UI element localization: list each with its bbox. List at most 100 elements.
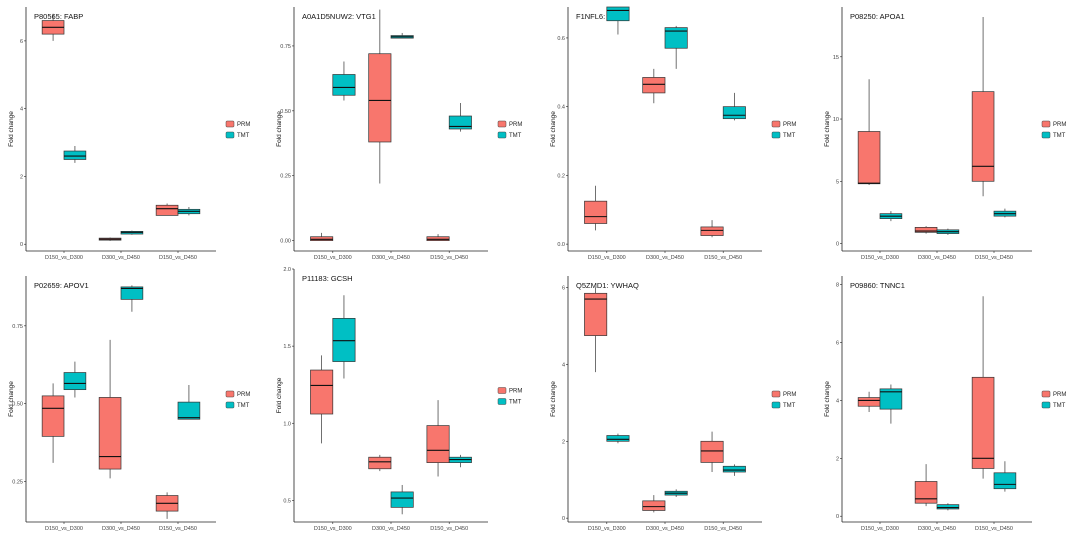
box-tmt: [722, 106, 746, 120]
x-tick-label: D150_vs_D450: [430, 526, 468, 532]
panel-apoa1: P08250: APOA1 Fold change 0 5 10 15 D150_vs_D3…: [822, 3, 1080, 265]
y-axis-label: Fold change: [550, 111, 557, 147]
y-axis-label: Fold change: [8, 111, 15, 147]
panel-ywhaq: Q5ZMD1: YWHAQ Fold change 0 2 4 6 D150_vs_D300…: [548, 272, 810, 536]
y-tick-label: 0.5: [283, 498, 291, 504]
box-tmt: [177, 401, 201, 420]
y-tick-label: 2: [562, 439, 565, 445]
panel-title: P80565: FABP: [34, 12, 83, 21]
x-tick-label: D150_vs_D450: [704, 526, 742, 532]
legend-label-prm: PRM: [783, 392, 796, 398]
box-prm: [98, 397, 122, 470]
y-tick-label: 0.00: [280, 239, 291, 245]
x-tick-label: D150_vs_D450: [975, 526, 1013, 532]
y-tick-label: 5: [836, 179, 839, 185]
legend-key-prm: [497, 120, 507, 128]
x-tick-label: D150_vs_D300: [861, 526, 899, 532]
box-prm: [700, 226, 724, 236]
legend-key-prm: [1041, 390, 1051, 398]
box-tmt: [722, 465, 746, 473]
box-prm: [155, 204, 179, 216]
box-prm: [584, 200, 608, 224]
y-tick-label: 4: [20, 107, 23, 113]
box-prm: [642, 500, 666, 511]
y-axis-label: Fold change: [824, 381, 831, 417]
y-tick-label: 8: [836, 283, 839, 289]
y-tick-label: 0.25: [12, 480, 23, 486]
legend-label-tmt: TMT: [509, 400, 522, 406]
panel-gcsh: P11183: GCSH Fold change 0.5 1.0 1.5 2.0 D150_…: [274, 265, 536, 536]
y-tick-label: 15: [833, 55, 839, 61]
legend-label-tmt: TMT: [237, 133, 250, 139]
legend-key-tmt: [225, 131, 235, 139]
x-tick-label: D300_vs_D450: [372, 255, 410, 261]
panel-title: Q5ZMD1: YWHAQ: [576, 281, 639, 290]
x-tick-label: D150_vs_D300: [314, 526, 352, 532]
x-tick-label: D300_vs_D450: [646, 526, 684, 532]
y-tick-label: 0.2: [557, 173, 565, 179]
box-prm: [426, 425, 450, 463]
box-tmt: [120, 286, 144, 300]
y-tick-label: 6: [836, 341, 839, 347]
box-prm: [368, 53, 392, 143]
x-tick-label: D150_vs_D300: [588, 526, 626, 532]
x-tick-label: D150_vs_D300: [45, 255, 83, 261]
y-tick-label: 1.5: [283, 344, 291, 350]
legend-key-prm: [771, 390, 781, 398]
legend-label-tmt: TMT: [1053, 133, 1066, 139]
box-tmt: [993, 472, 1017, 490]
y-axis-label: Fold change: [550, 381, 557, 417]
box-tmt: [63, 150, 87, 160]
legend-label-tmt: TMT: [237, 403, 250, 409]
box-tmt: [332, 74, 356, 96]
y-tick-label: 0.4: [557, 105, 565, 111]
x-tick-label: D150_vs_D450: [704, 255, 742, 261]
box-prm: [41, 395, 65, 437]
legend-label-prm: PRM: [509, 389, 522, 395]
y-axis-label: Fold change: [276, 377, 283, 413]
box-prm: [971, 376, 995, 469]
x-tick-label: D150_vs_D450: [159, 526, 197, 532]
box-tmt: [879, 388, 903, 410]
panel-apov1: P02659: APOV1 Fold change 0.25 0.50 0.75 D150…: [6, 272, 264, 536]
y-axis-label: Fold change: [824, 111, 831, 147]
box-tmt: [63, 372, 87, 391]
legend-label-prm: PRM: [1053, 122, 1066, 128]
y-axis-label: Fold change: [8, 381, 15, 417]
legend-label-tmt: TMT: [1053, 403, 1066, 409]
x-tick-label: D300_vs_D450: [372, 526, 410, 532]
box-tmt: [606, 435, 630, 442]
legend-label-tmt: TMT: [509, 133, 522, 139]
box-prm: [971, 91, 995, 182]
legend-label-prm: PRM: [237, 122, 250, 128]
y-tick-label: 4: [562, 362, 565, 368]
legend-key-prm: [1041, 120, 1051, 128]
box-prm: [642, 77, 666, 94]
y-tick-label: 0.25: [280, 174, 291, 180]
y-tick-label: 2: [836, 456, 839, 462]
x-tick-label: D150_vs_D450: [159, 255, 197, 261]
panel-fabp: P80565: FABP Fold change 0 2 4 6 D150_vs_D300 D…: [6, 3, 264, 265]
legend-key-tmt: [497, 398, 507, 405]
box-tmt: [936, 504, 960, 510]
legend-key-tmt: [771, 401, 781, 409]
y-tick-label: 6: [20, 39, 23, 45]
panel-tnnc1: P09860: TNNC1 Fold change 0 2 4 6 8 D150_vs_D30…: [822, 272, 1080, 536]
panel-vtg2: F1NFL6: VTG2 Fold change 0.0 0.2 0.4 0.6 D150_…: [548, 3, 810, 265]
y-tick-label: 6: [562, 286, 565, 292]
panel-title: P09860: TNNC1: [850, 281, 905, 290]
y-tick-label: 2.0: [283, 267, 291, 273]
box-tmt: [664, 27, 688, 49]
x-tick-label: D300_vs_D450: [646, 255, 684, 261]
legend-label-prm: PRM: [509, 122, 522, 128]
box-prm: [310, 236, 334, 241]
y-tick-label: 0: [562, 516, 565, 522]
x-tick-label: D300_vs_D450: [102, 255, 140, 261]
panel-vtg1: A0A1D5NUW2: VTG1 Fold change 0.00 0.25 0.50 0…: [274, 3, 536, 265]
y-tick-label: 10: [833, 117, 839, 123]
panel-title: P02659: APOV1: [34, 281, 89, 290]
legend-label-tmt: TMT: [783, 133, 796, 139]
x-tick-label: D150_vs_D300: [314, 255, 352, 261]
legend-label-tmt: TMT: [783, 403, 796, 409]
